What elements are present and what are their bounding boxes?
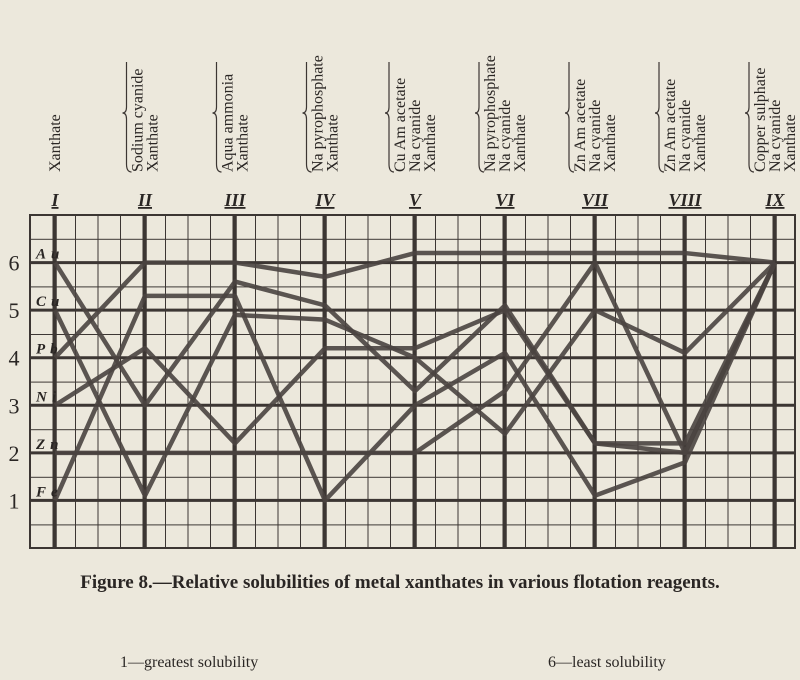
reagent-label: Xanthate <box>602 114 619 172</box>
y-tick-label: 4 <box>9 346 20 371</box>
caption: Figure 8.—Relative solubilities of metal… <box>80 572 720 593</box>
reagent-label: Na cyanide <box>767 100 784 172</box>
brace <box>302 62 312 173</box>
x-tick-label: I <box>50 190 59 210</box>
x-tick-label: IV <box>314 190 336 210</box>
brace <box>122 62 132 173</box>
x-tick-label: VIII <box>668 190 702 210</box>
series-line <box>52 261 778 503</box>
series-line <box>53 261 778 456</box>
series-line <box>53 250 776 360</box>
reagent-label: Na pyrophosphate <box>482 55 499 172</box>
x-tick-label: VII <box>582 190 609 210</box>
reagent-label: Na pyrophosphate <box>310 55 327 172</box>
series-line <box>53 261 778 446</box>
reagent-label: Xanthate <box>47 114 64 172</box>
reagent-label: Zn Am acetate <box>572 79 589 172</box>
note: 6—least solubility <box>548 654 666 671</box>
reagent-label: Sodium cyanide <box>130 68 147 172</box>
reagent-label: Na cyanide <box>497 100 514 172</box>
reagent-label: Xanthate <box>235 114 252 172</box>
note: 1—greatest solubility <box>120 654 259 671</box>
x-tick-label: II <box>137 190 153 210</box>
reagent-label: Xanthate <box>782 114 799 172</box>
series-label: Zn <box>35 437 64 453</box>
reagent-label: Aqua ammonia <box>220 74 237 172</box>
series-label: Fe <box>35 484 63 500</box>
brace <box>654 62 665 173</box>
reagent-label: Xanthate <box>692 114 709 172</box>
brace <box>474 62 485 173</box>
grid-background <box>29 214 796 549</box>
x-tick-label: V <box>409 190 423 210</box>
reagent-label: Na cyanide <box>677 100 694 172</box>
series-label: Cu <box>36 294 64 310</box>
series-line <box>55 260 778 456</box>
reagent-label: Xanthate <box>512 114 529 172</box>
x-tick-label: IX <box>764 190 785 210</box>
brace <box>212 62 222 173</box>
reagent-label: Xanthate <box>422 114 439 172</box>
reagent-label: Xanthate <box>325 114 342 172</box>
series-label: Ni <box>35 389 61 405</box>
y-tick-label: 6 <box>9 251 20 276</box>
series-line <box>52 260 777 498</box>
brace <box>564 62 575 173</box>
reagent-label: Cu Am acetate <box>392 78 409 172</box>
reagent-label: Na cyanide <box>587 100 604 172</box>
y-tick-label: 5 <box>9 298 20 323</box>
y-tick-label: 3 <box>9 393 20 418</box>
reagent-label: Xanthate <box>145 114 162 172</box>
y-tick-label: 1 <box>9 488 20 513</box>
reagent-label: Na cyanide <box>407 100 424 172</box>
series-label: Au <box>35 247 64 263</box>
brace <box>384 62 395 173</box>
series-label: Pb <box>36 342 63 358</box>
x-tick-label: III <box>223 190 246 210</box>
x-tick-label: VI <box>495 190 515 210</box>
reagent-label: Copper sulphate <box>752 68 769 172</box>
y-tick-label: 2 <box>9 441 20 466</box>
brace <box>744 62 755 173</box>
reagent-label: Zn Am acetate <box>662 79 679 172</box>
